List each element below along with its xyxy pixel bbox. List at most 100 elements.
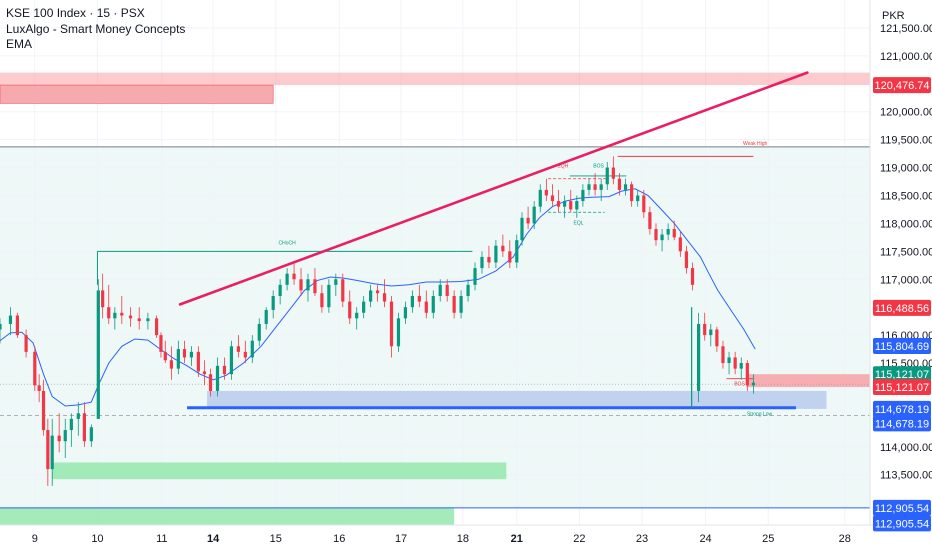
candle-body [403,307,408,319]
candle-body [733,357,737,369]
candle-95 [630,181,634,207]
candle-31 [202,360,207,386]
tick-label-y: 120,000.00 [880,107,932,119]
candle-89 [593,173,597,196]
candle-body [222,365,227,375]
candle-11 [69,413,73,447]
candle-body [63,430,67,442]
candle-body [278,284,282,297]
candle-body [410,296,414,308]
price-tag-label: 114,678.19 [875,418,929,430]
candle-body [526,217,530,224]
price-tag-label: 115,121.07 [875,382,929,394]
annotation-choch: CHoCH [278,241,296,247]
candle-6 [41,379,46,436]
candle-48 [320,284,324,313]
price-tag: 120,476.74 [873,77,931,94]
candle-21 [137,307,141,330]
candle-115 [751,374,756,394]
candle-body [137,318,141,322]
candle-17 [107,284,111,324]
candle-43 [285,268,289,291]
candle-body [581,189,585,202]
candle-107 [703,312,707,341]
tick-label-y: 118,500.00 [880,190,932,202]
candle-body [739,363,743,369]
price-tag: 114,678.19 [873,415,931,432]
tick-label-x: 17 [395,533,407,545]
candle-55 [369,284,373,308]
price-tag-label: 120,476.74 [874,80,929,92]
candle-body [487,256,491,263]
price-tag: 112,905.54 [873,515,931,532]
candle-body [341,279,345,302]
candle-body [182,349,187,358]
candle-99 [654,223,658,246]
candle-20 [128,307,133,327]
annotation-bos: BOS [593,164,604,170]
candle-body [480,256,484,269]
price-tag-bg [873,400,931,417]
candle-7 [46,418,50,486]
price-tag-bg [873,366,931,383]
candle-body [599,184,603,190]
candle-75 [508,240,512,269]
price-tag-bg [873,515,931,532]
candle-34 [222,357,227,380]
candle-10 [63,418,67,458]
candle-19 [120,296,124,324]
candle-53 [355,307,359,330]
candle-29 [189,346,193,366]
price-tag-bg [873,338,931,355]
candle-body [46,430,50,470]
price-tag-label: 115,121.07 [875,369,929,381]
candle-40 [264,307,268,330]
candle-39 [257,318,261,347]
price-tag-bg [873,77,931,94]
tick-label-x: 15 [270,533,282,545]
order-block-zone [207,390,827,409]
candle-110 [721,340,725,369]
tick-label-y: 119,000.00 [880,163,932,175]
candle-112 [733,351,737,375]
tick-label-x: 21 [511,533,523,545]
candle-body [155,318,159,336]
candle-body [327,284,331,308]
candle-73 [494,240,498,269]
indicator-smart-money-concepts[interactable]: LuxAlgo - Smart Money Concepts [6,21,186,36]
tick-label-x: 14 [207,533,220,545]
candle-body [271,296,275,310]
candle-body [0,323,2,330]
tick-label-x: 25 [762,533,774,545]
candle-114 [745,360,749,391]
tick-label-y: 119,500.00 [880,135,932,147]
tick-label-x: 11 [156,533,167,545]
candle-body [196,351,200,372]
candle-60 [403,301,408,324]
price-tag: 114,678.19 [873,400,931,417]
candle-101 [666,223,670,241]
candle-28 [182,340,187,364]
candle-body [660,234,664,241]
candle-body [24,335,28,352]
indicator-ema[interactable]: EMA [6,37,33,51]
symbol-title[interactable]: KSE 100 Index · 15 · PSX [6,6,145,20]
tick-label-y: 121,500.00 [880,23,932,35]
candle-body [69,418,73,431]
candle-16 [101,273,105,319]
tick-label-x: 28 [839,533,851,545]
candle-113 [739,357,743,380]
candle-body [709,329,713,336]
price-tag-label: 112,905.54 [875,518,929,530]
candle-body [159,335,163,352]
candle-92 [611,156,615,185]
candle-82 [550,184,555,207]
candle-108 [709,323,713,347]
tick-label-x: 22 [573,533,585,545]
candle-25 [163,340,167,364]
candle-body [320,293,324,308]
candle-body [636,195,640,202]
tick-label-y: 113,500.00 [880,470,932,482]
candle-111 [727,351,731,375]
